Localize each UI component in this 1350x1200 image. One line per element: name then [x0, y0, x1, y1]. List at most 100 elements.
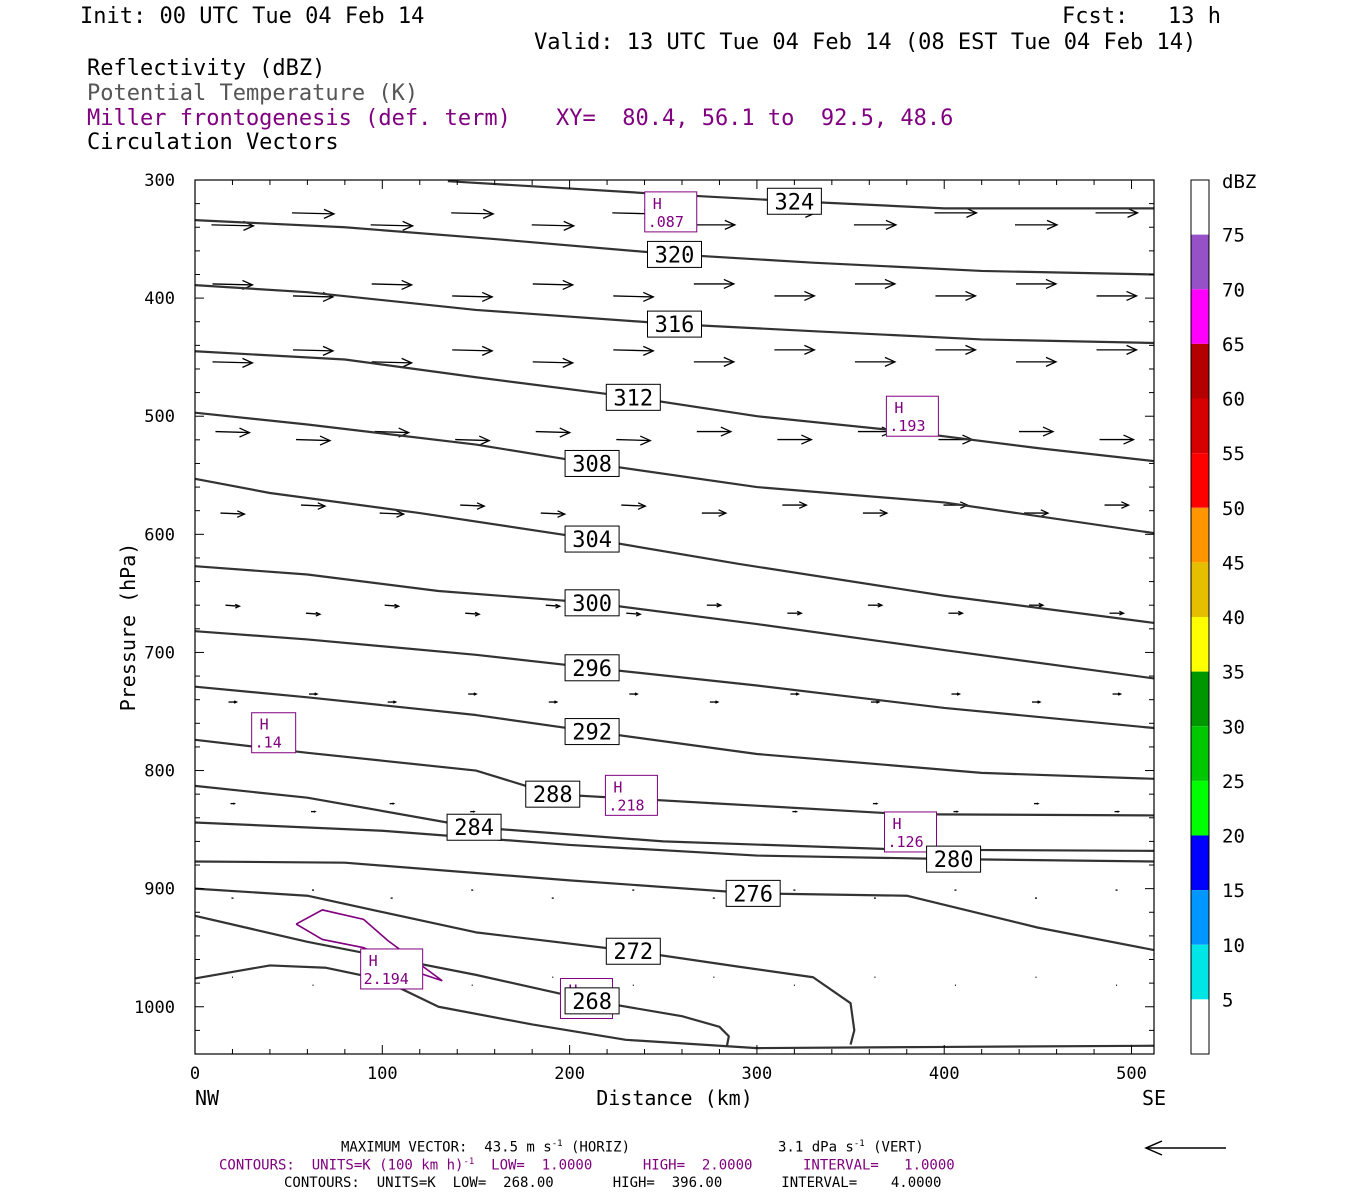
max-vector-vert: 3.1 dPa s-1 (VERT) [778, 1139, 924, 1156]
circulation-vector [1015, 278, 1058, 290]
x-tick-label: 400 [929, 1064, 960, 1084]
circulation-vector [451, 208, 495, 219]
field-reflectivity: Reflectivity (dBZ) [87, 56, 326, 81]
circulation-vector [934, 207, 979, 218]
circulation-vector [291, 208, 336, 219]
circulation-vector [792, 810, 798, 813]
circulation-vector [532, 279, 575, 291]
circulation-vector [853, 219, 898, 230]
isentrope-label: 304 [564, 525, 620, 553]
isentrope-line [194, 685, 1155, 780]
circulation-vector [1114, 810, 1121, 813]
circulation-vector [452, 345, 494, 356]
circulation-vector [228, 700, 239, 704]
circulation-vector [371, 357, 414, 368]
colorbar-label: 60 [1222, 389, 1245, 411]
circulation-vector [470, 810, 476, 813]
frontogenesis-max-value: 2.194 [364, 970, 409, 988]
y-tick-label: 900 [144, 880, 175, 900]
circulation-vector [706, 602, 723, 608]
circulation-vector [1104, 501, 1131, 509]
circulation-vector [616, 435, 652, 446]
reference-vector-arrow [1144, 1140, 1226, 1156]
circulation-vector [709, 700, 720, 704]
circulation-vector [548, 700, 559, 704]
circulation-vector [867, 602, 884, 608]
circulation-vector [295, 435, 332, 446]
colorbar-segment [1191, 835, 1209, 891]
colorbar-label: 65 [1222, 334, 1245, 356]
frontogenesis-max-label: H [653, 195, 662, 213]
circulation-vectors [211, 207, 1140, 986]
isentrope-label: 308 [564, 449, 620, 477]
circulation-vector [951, 692, 962, 696]
svg-text:268: 268 [572, 990, 612, 1015]
circulation-vector [1096, 290, 1139, 302]
svg-text:312: 312 [613, 386, 653, 411]
colorbar-label: 20 [1222, 826, 1245, 848]
circulation-vector [225, 603, 242, 609]
circulation-vector [452, 291, 494, 303]
isentrope-label: 312 [605, 383, 661, 411]
circulation-vector [774, 344, 816, 355]
frontogenesis-max: H.087 [644, 191, 698, 233]
colorbar: 5 10 15 20 25 30 35 40 45 50 55 60 65 70 75 dBZ [1190, 171, 1256, 1055]
forecast-hour: Fcst: 13 h [1062, 4, 1221, 29]
colorbar-segment [1191, 562, 1209, 617]
colorbar-label: 45 [1222, 552, 1245, 574]
svg-text:320: 320 [655, 243, 695, 268]
colorbar-segment [1191, 180, 1209, 235]
circulation-vector [782, 501, 808, 509]
frontogenesis-max-label: H [894, 399, 903, 417]
frontogenesis-max-value: .087 [648, 213, 684, 231]
frontogenesis-max-label: H [893, 815, 902, 833]
isentrope-line [194, 784, 1155, 852]
circulation-vector [532, 357, 575, 368]
circulation-vector [1031, 700, 1042, 704]
circulation-vector [460, 502, 486, 510]
svg-text:300: 300 [572, 592, 612, 617]
isentrope-line [194, 887, 856, 1045]
field-vectors: Circulation Vectors [87, 130, 339, 155]
circulation-vector [370, 220, 415, 231]
circulation-vector [1112, 692, 1123, 696]
circulation-vector [540, 510, 567, 518]
circulation-vector [1033, 802, 1040, 805]
svg-text:276: 276 [733, 882, 773, 907]
isentrope-label: 324 [766, 187, 822, 215]
frontogenesis-max-value: .126 [888, 833, 924, 851]
isentrope-label: 284 [446, 813, 502, 841]
y-tick-label: 300 [144, 171, 175, 191]
circulation-vector [300, 502, 327, 510]
x-tick-label: 100 [367, 1064, 398, 1084]
colorbar-segment [1191, 398, 1209, 454]
y-tick-label: 800 [144, 762, 175, 782]
colorbar-label: 50 [1222, 498, 1245, 520]
colorbar-segment [1191, 944, 1209, 1000]
x-tick-label: 200 [554, 1064, 585, 1084]
circulation-vector [872, 802, 879, 805]
colorbar-label: 70 [1222, 279, 1245, 301]
svg-text:280: 280 [934, 848, 974, 873]
circulation-vector [387, 700, 398, 704]
plot-frame [194, 179, 1155, 1055]
colorbar-frame [1190, 179, 1210, 1055]
isentrope-label: 316 [647, 310, 702, 338]
circulation-vector [468, 692, 478, 696]
field-theta: Potential Temperature (K) [87, 81, 419, 106]
circulation-vector [379, 510, 406, 518]
svg-text:296: 296 [572, 657, 612, 682]
circulation-vector [935, 344, 978, 355]
colorbar-segment [1191, 234, 1209, 290]
colorbar-label: 10 [1222, 935, 1245, 957]
circulation-vector [215, 427, 252, 438]
svg-text:284: 284 [454, 816, 494, 841]
y-tick-label: 600 [144, 525, 175, 545]
colorbar-segment [1191, 890, 1209, 945]
frontogenesis-max: H.14 [251, 712, 297, 754]
isentrope-label: 300 [564, 589, 620, 617]
circulation-vector [870, 700, 881, 704]
isentrope-line [194, 964, 1155, 1050]
circulation-vector [862, 509, 889, 517]
